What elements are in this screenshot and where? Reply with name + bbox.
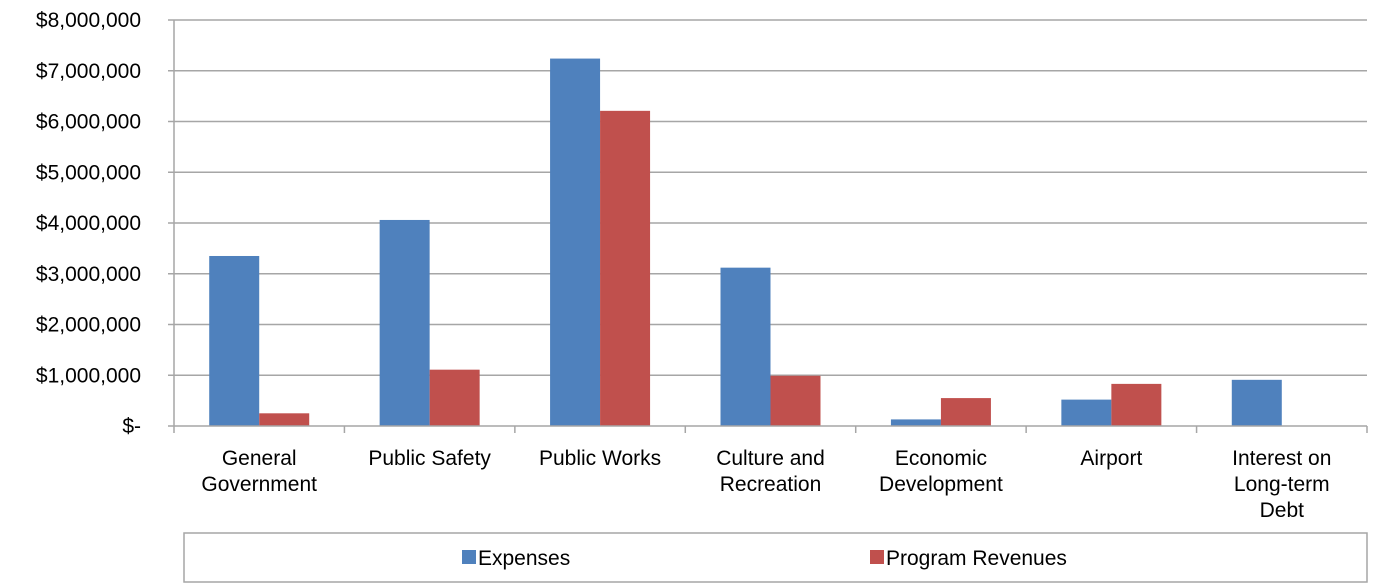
bars: [209, 58, 1282, 426]
bar-program-revenues: [770, 375, 821, 426]
bar-expenses: [1061, 399, 1112, 426]
x-category-label: Public Works: [539, 447, 661, 470]
x-axis-categories: General Government Public Safety Public Wor…: [201, 447, 1331, 522]
legend-label: Program Revenues: [886, 547, 1067, 570]
legend-swatch: [870, 550, 884, 564]
legend: Expenses Program Revenues: [183, 532, 1368, 583]
x-category-label: Interest on Long-term Debt: [1232, 447, 1331, 522]
x-category-label: Culture and Recreation: [716, 447, 825, 496]
bar-program-revenues: [259, 413, 310, 426]
bar-program-revenues: [940, 398, 991, 426]
y-tick-label: $8,000,000: [36, 9, 141, 32]
y-tick-label: $2,000,000: [36, 314, 141, 337]
bar-program-revenues: [600, 110, 651, 426]
bar-expenses: [379, 219, 430, 426]
y-tick-label: $1,000,000: [36, 364, 141, 387]
bar-program-revenues: [429, 369, 480, 426]
legend-swatch: [462, 550, 476, 564]
bar-program-revenues: [1111, 383, 1162, 426]
y-tick-label: $6,000,000: [36, 111, 141, 134]
bar-expenses: [209, 255, 260, 426]
axes: [173, 20, 1368, 433]
bar-expenses: [1231, 379, 1282, 426]
y-tick-label: $3,000,000: [36, 263, 141, 286]
bar-expenses: [550, 58, 601, 426]
y-tick-label: $7,000,000: [36, 60, 141, 83]
y-tick-label: $4,000,000: [36, 212, 141, 235]
x-category-label: Economic Development: [879, 447, 1003, 496]
x-category-label: General Government: [201, 447, 317, 496]
bar-expenses: [720, 267, 771, 426]
x-category-label: Public Safety: [368, 447, 491, 470]
bar-expenses: [890, 419, 941, 426]
y-tick-label: $5,000,000: [36, 161, 141, 184]
legend-label: Expenses: [478, 547, 570, 570]
legend-box: [183, 532, 1368, 583]
y-tick-label: $-: [122, 415, 141, 438]
y-axis-ticks: $- $1,000,000 $2,000,000 $3,000,000 $4,000,0…: [36, 9, 174, 438]
x-category-label: Airport: [1080, 447, 1142, 470]
